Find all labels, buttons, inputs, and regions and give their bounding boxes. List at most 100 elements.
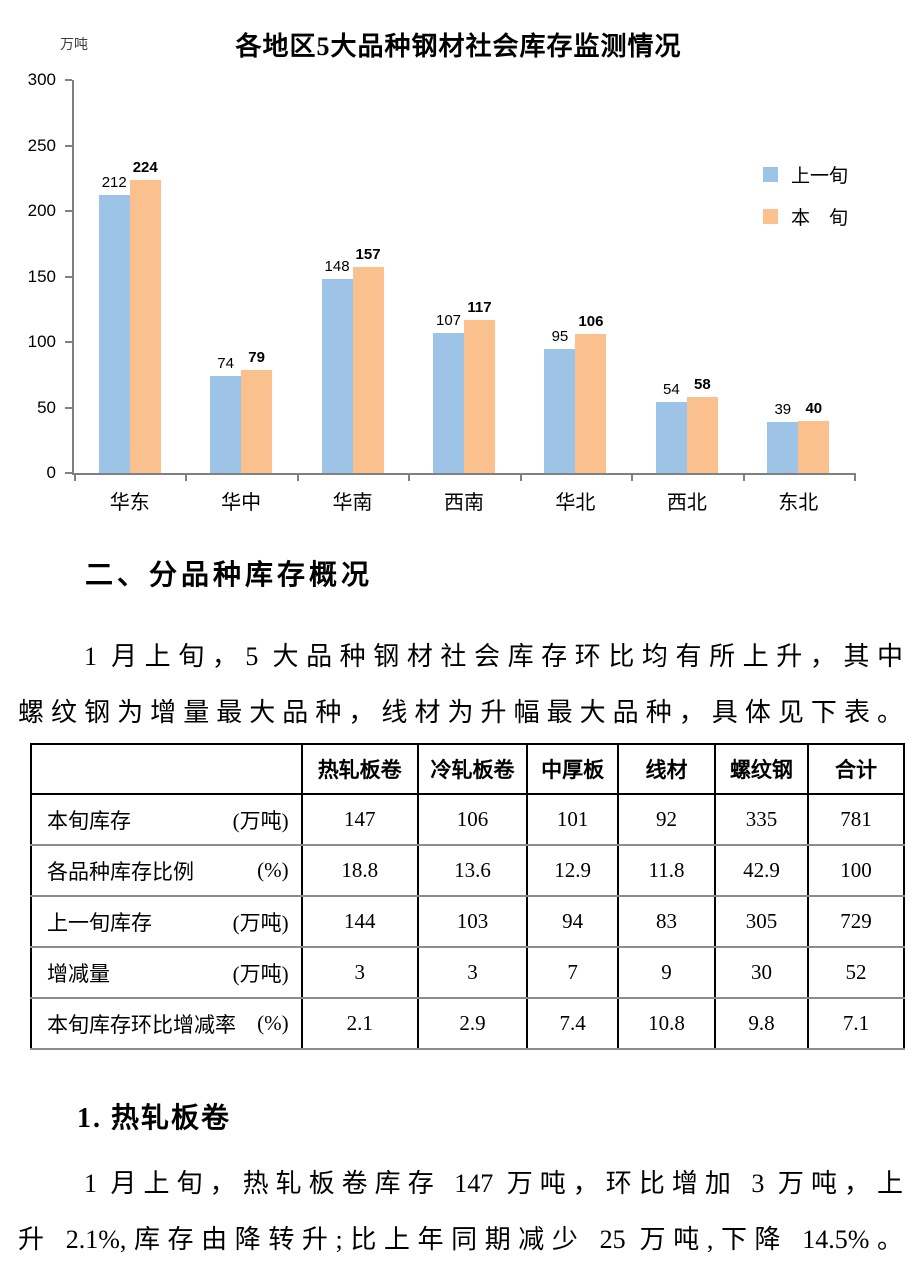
bar-current-period	[798, 420, 830, 473]
value-cell: 2.1	[300, 997, 419, 1050]
y-axis-tick-label: 100	[27, 332, 56, 351]
value-cell: 3	[300, 946, 419, 999]
row-unit: (%)	[257, 858, 289, 882]
value-cell: 3	[416, 946, 529, 999]
y-axis-unit-label: 万吨	[60, 38, 88, 53]
paragraph-line: 螺纹钢为增量最大品种，线材为升幅最大品种，具体见下表。	[18, 698, 903, 727]
value-cell: 781	[806, 793, 906, 846]
bar-value-label-current: 58	[694, 376, 711, 394]
x-axis-category-label: 华中	[221, 492, 262, 514]
row-label-wrap: 本旬库存环比增减率 (%)	[32, 1009, 301, 1039]
row-label: 本旬库存	[47, 808, 131, 833]
bar-value-label-current: 117	[467, 298, 492, 316]
y-axis-tick-mark	[65, 406, 72, 409]
value-cell: 94	[526, 895, 620, 948]
bar-value-label-current: 106	[578, 313, 604, 331]
row-label-wrap: 上一旬库存 (万吨)	[32, 907, 301, 937]
value-cell: 18.8	[300, 844, 419, 897]
value-cell: 144	[300, 895, 419, 948]
x-axis-category-label: 华北	[555, 492, 596, 514]
table-header-row: 热轧板卷 冷轧板卷 中厚板 线材 螺纹钢 合计	[30, 743, 906, 795]
row-label: 上一旬库存	[47, 910, 152, 935]
x-axis-tick-mark	[74, 473, 76, 481]
chart-legend: 上一旬 本 旬	[763, 153, 848, 237]
value-cell: 30	[713, 946, 809, 999]
y-axis-tick-label: 0	[46, 463, 56, 482]
bar-previous-period	[98, 195, 130, 473]
paragraph-line: 1 月上旬，5 大品种钢材社会库存环比均有所上升，其中	[84, 642, 903, 671]
y-axis-tick-mark	[65, 275, 72, 278]
bar-value-label-previous: 74	[217, 355, 234, 373]
table-header-cell: 螺纹钢	[713, 743, 809, 795]
legend-item-current-period: 本 旬	[763, 195, 848, 237]
value-cell: 7.1	[806, 997, 906, 1050]
table-header-cell: 合计	[806, 743, 906, 795]
x-axis-tick-mark	[408, 473, 411, 481]
row-label: 本旬库存环比增减率	[47, 1012, 236, 1037]
row-label-wrap: 本旬库存 (万吨)	[32, 805, 301, 835]
bar-previous-period	[767, 421, 799, 473]
value-cell: 11.8	[617, 844, 716, 897]
bar-current-period	[129, 179, 161, 473]
value-cell: 92	[617, 793, 716, 846]
row-unit: (万吨)	[232, 961, 289, 986]
section-heading-overview: 二、分品种库存概况	[85, 560, 374, 591]
bar-value-label-previous: 148	[324, 258, 350, 276]
value-cell: 12.9	[526, 844, 620, 897]
bar-value-label-previous: 39	[774, 400, 792, 418]
row-label-cell: 本旬库存环比增减率 (%)	[30, 997, 303, 1050]
row-unit: (万吨)	[232, 910, 289, 935]
value-cell: 305	[713, 895, 809, 948]
bar-value-label-current: 224	[132, 158, 158, 176]
hot-rolled-paragraph: 1 月上旬，热轧板卷库存 147 万吨，环比增加 3 万吨，上 升 2.1%,库…	[18, 1156, 903, 1268]
bar-previous-period	[544, 348, 576, 473]
y-axis-tick-mark	[65, 144, 72, 147]
y-axis-tick-label: 250	[27, 135, 56, 155]
bar-previous-period	[655, 402, 687, 473]
bar-value-label-current: 79	[248, 348, 265, 366]
table-header-empty-cell	[30, 743, 303, 795]
x-axis-tick-mark	[742, 473, 745, 481]
x-axis-category-label: 西南	[443, 492, 484, 514]
x-axis-category-label: 西北	[666, 492, 707, 514]
x-axis-category-label: 华南	[332, 492, 373, 514]
value-cell: 7	[526, 946, 620, 999]
row-label-wrap: 各品种库存比例 (%)	[32, 856, 301, 886]
bar-current-period	[464, 319, 495, 473]
table-header-cell: 中厚板	[526, 743, 620, 795]
y-axis-tick-mark	[65, 79, 72, 81]
bar-value-label-current: 40	[805, 399, 823, 417]
table-row: 本旬库存 (万吨) 147 106 101 92 335 781	[30, 793, 906, 846]
value-cell: 13.6	[416, 844, 529, 897]
paragraph-line: 升 2.1%,库存由降转升;比上年同期减少 25 万吨,下降 14.5%。	[18, 1225, 903, 1254]
bar-current-period	[686, 397, 718, 473]
row-label-cell: 上一旬库存 (万吨)	[30, 895, 303, 948]
y-axis-tick-mark	[65, 341, 72, 343]
table-row: 各品种库存比例 (%) 18.8 13.6 12.9 11.8 42.9 100	[30, 844, 906, 897]
y-axis-tick-label: 300	[27, 70, 56, 89]
x-axis-tick-mark	[519, 473, 522, 481]
legend-color-swatch-previous	[763, 166, 778, 182]
row-unit: (万吨)	[232, 808, 289, 833]
bar-value-label-previous: 107	[435, 311, 462, 329]
value-cell: 100	[806, 844, 906, 897]
table-header-cell: 冷轧板卷	[416, 743, 529, 795]
table-header-cell: 线材	[617, 743, 716, 795]
inventory-chart: 万吨 各地区5大品种钢材社会库存监测情况 0 50 100 150 200 250 300 华…	[0, 0, 917, 535]
value-cell: 83	[617, 895, 716, 948]
legend-item-previous-period: 上一旬	[763, 153, 848, 195]
row-unit: (%)	[257, 1011, 289, 1035]
legend-label-previous: 上一旬	[791, 165, 849, 187]
table-row: 增减量 (万吨) 3 3 7 9 30 52	[30, 946, 906, 999]
bar-value-label-previous: 54	[663, 381, 680, 399]
value-cell: 42.9	[713, 844, 809, 897]
y-axis-tick-label: 200	[27, 201, 56, 220]
y-axis-tick-label: 50	[37, 397, 56, 417]
value-cell: 7.4	[526, 997, 620, 1050]
bar-previous-period	[433, 332, 464, 473]
value-cell: 9.8	[713, 997, 809, 1050]
value-cell: 2.9	[416, 997, 529, 1050]
bar-value-label-current: 157	[355, 246, 381, 264]
value-cell: 106	[416, 793, 529, 846]
